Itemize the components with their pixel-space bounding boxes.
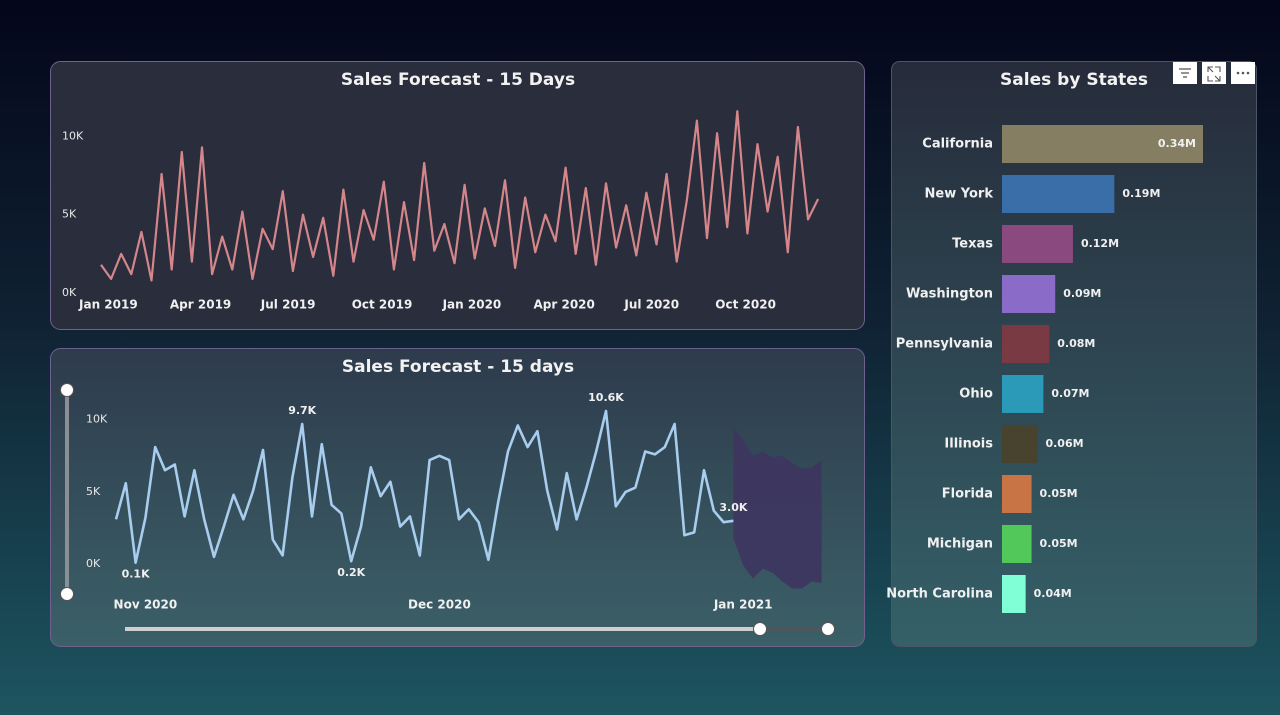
visual-header-icons: [1173, 62, 1255, 84]
category-label: New York: [925, 187, 994, 202]
data-label: 0.05M: [1040, 537, 1078, 550]
bar: [1002, 125, 1203, 163]
category-label: Pennsylvania: [896, 337, 993, 352]
data-label: 10.6K: [588, 391, 624, 404]
x-tick-label: Jul 2020: [623, 298, 679, 312]
data-label: 0.1K: [122, 568, 150, 581]
category-label: Illinois: [944, 437, 993, 452]
category-label: Florida: [942, 487, 993, 502]
bar: [1002, 425, 1038, 463]
more-icon: [1236, 71, 1250, 75]
category-label: Michigan: [927, 537, 993, 552]
x-zoom-slider[interactable]: [125, 622, 835, 636]
line: [100, 110, 820, 282]
y-tick-label: 5K: [62, 208, 77, 221]
x-tick-label: Oct 2019: [352, 298, 413, 312]
data-label: 0.34M: [1158, 137, 1196, 150]
bar: [1002, 275, 1056, 313]
bar: [1002, 175, 1115, 213]
panel: [50, 61, 865, 330]
chart-title: Sales Forecast - 15 days: [342, 357, 574, 377]
y-tick-label: 10K: [86, 413, 108, 426]
data-label: 3.0K: [719, 501, 747, 514]
bar: [1002, 375, 1044, 413]
panel: [891, 61, 1257, 647]
category-label: Ohio: [959, 387, 993, 402]
x-tick-label: Oct 2020: [715, 298, 776, 312]
x-tick-label: Apr 2020: [534, 298, 595, 312]
x-tick-label: Apr 2019: [170, 298, 231, 312]
y-tick-label: 10K: [62, 129, 84, 142]
data-label: 0.09M: [1063, 287, 1101, 300]
forecast-band: [733, 428, 822, 589]
y-tick-label: 5K: [86, 485, 101, 498]
chart-title: Sales Forecast - 15 Days: [341, 70, 575, 90]
x-tick-label: Jul 2019: [260, 298, 316, 312]
panel: [50, 348, 865, 647]
focus-button[interactable]: [1202, 62, 1226, 84]
data-label: 9.7K: [288, 404, 316, 417]
y-tick-label: 0K: [86, 557, 101, 570]
data-label: 0.12M: [1081, 237, 1119, 250]
category-label: California: [922, 137, 993, 152]
data-label: 0.07M: [1051, 387, 1089, 400]
bar: [1002, 475, 1032, 513]
x-tick-label: Nov 2020: [114, 598, 178, 612]
data-label: 0.19M: [1122, 187, 1160, 200]
y-zoom-slider[interactable]: [60, 383, 74, 601]
data-label: 0.04M: [1034, 587, 1072, 600]
bar: [1002, 225, 1073, 263]
category-label: Washington: [906, 287, 993, 302]
x-tick-label: Jan 2019: [78, 298, 138, 312]
data-label: 0.2K: [337, 566, 365, 579]
data-label: 0.06M: [1045, 437, 1083, 450]
chart-title: Sales by States: [1000, 70, 1148, 90]
y-tick-label: 0K: [62, 286, 77, 299]
filter-icon: [1179, 68, 1191, 78]
line: [114, 409, 734, 564]
data-label: 0.08M: [1057, 337, 1095, 350]
x-tick-label: Jan 2021: [713, 598, 773, 612]
data-label: 0.05M: [1040, 487, 1078, 500]
category-label: North Carolina: [886, 587, 993, 602]
bar: [1002, 325, 1050, 363]
bar: [1002, 575, 1026, 613]
bar: [1002, 525, 1032, 563]
x-tick-label: Jan 2020: [442, 298, 502, 312]
focus-icon: [1207, 66, 1221, 82]
category-label: Texas: [952, 237, 993, 252]
x-tick-label: Dec 2020: [408, 598, 471, 612]
